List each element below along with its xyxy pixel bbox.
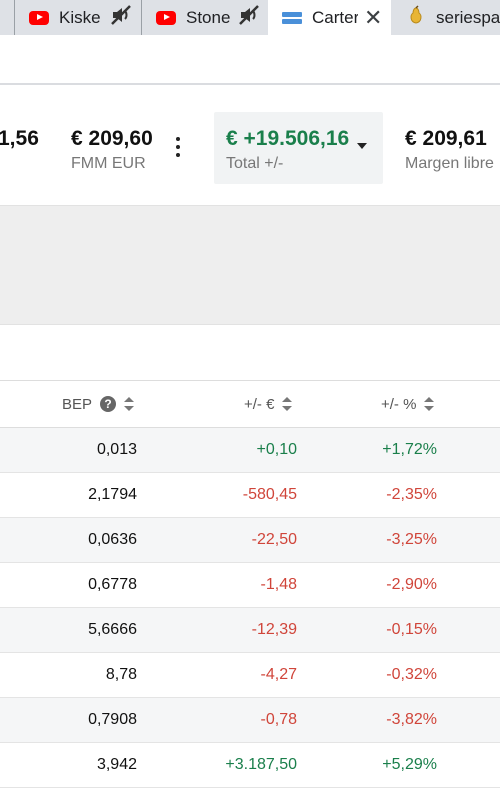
plus-minus-eur-cell: -12,39 [251, 621, 297, 638]
tab-separator [141, 0, 142, 35]
table-row[interactable]: 0,7908 -0,78 -3,82% [0, 698, 500, 743]
plus-minus-eur-cell: -22,50 [251, 531, 297, 548]
help-icon[interactable]: ? [100, 396, 117, 412]
positions-table: BEP ? +/- € +/- % 0,013 +0,10 +1,72% 2,1… [0, 380, 500, 788]
plus-minus-pct-cell: -2,90% [386, 576, 437, 593]
close-icon[interactable]: ✕ [364, 4, 383, 30]
column-header-plus-minus-pct[interactable]: +/- % [381, 381, 435, 427]
column-header-plus-minus-eur[interactable]: +/- € [244, 381, 293, 427]
pear-icon [406, 5, 426, 30]
table-row[interactable]: 0,6778 -1,48 -2,90% [0, 563, 500, 608]
plus-minus-eur-cell: -0,78 [260, 711, 297, 728]
total-metric: € +19.506,16 Total +/- [226, 127, 349, 173]
column-header-label: +/- € [244, 395, 275, 413]
bep-cell: 8,78 [105, 666, 137, 683]
bep-cell: 0,013 [96, 441, 137, 458]
tab-title: Carter [312, 7, 358, 27]
fmm-label: FMM EUR [71, 155, 146, 172]
tab-title: Stone [186, 7, 231, 27]
tab-carter-active[interactable]: Carter ✕ [268, 0, 391, 35]
table-row[interactable]: 8,78 -4,27 -0,32% [0, 653, 500, 698]
column-header-label: BEP [62, 395, 93, 413]
table-row[interactable]: 0,013 +0,10 +1,72% [0, 428, 500, 473]
partial-value: 1,56 [0, 127, 39, 150]
chart-placeholder-area [0, 205, 500, 325]
sort-icon[interactable] [282, 397, 293, 411]
plus-minus-pct-cell: -3,25% [386, 531, 437, 548]
plus-minus-eur-cell: -1,48 [260, 576, 297, 593]
youtube-icon [156, 10, 176, 25]
fmm-metric: € 209,60 FMM EUR [71, 127, 153, 173]
table-header: BEP ? +/- € +/- % [0, 380, 500, 428]
tab-muted-icon[interactable] [238, 5, 260, 30]
plus-minus-pct-cell: -3,82% [386, 711, 437, 728]
tab-title: Kiske [59, 7, 101, 27]
plus-minus-pct-cell: -2,35% [386, 486, 437, 503]
tab-separator [14, 0, 15, 35]
browser-toolbar [0, 35, 500, 85]
margin-metric: € 209,61 Margen libre [405, 127, 494, 173]
margin-value: € 209,61 [405, 127, 487, 150]
partial-metric: 1,56 [0, 127, 39, 151]
tab-seriespapa[interactable]: seriespapa [392, 0, 500, 35]
chevron-down-icon[interactable] [357, 143, 367, 149]
total-value: € +19.506,16 [226, 127, 350, 150]
total-label: Total +/- [226, 155, 284, 172]
blue-bars-icon [282, 11, 302, 24]
column-header-bep[interactable]: BEP ? [62, 381, 135, 427]
plus-minus-eur-cell: +3.187,50 [225, 756, 297, 773]
fmm-value: € 209,60 [71, 127, 153, 150]
sort-icon[interactable] [124, 397, 135, 411]
bep-cell: 5,6666 [88, 621, 137, 638]
plus-minus-eur-cell: +0,10 [256, 441, 297, 458]
bep-cell: 0,6778 [88, 576, 137, 593]
plus-minus-pct-cell: -0,15% [386, 621, 437, 638]
table-row[interactable]: 0,0636 -22,50 -3,25% [0, 518, 500, 563]
plus-minus-pct-cell: +5,29% [382, 756, 437, 773]
portfolio-summary: 1,56 € 209,60 FMM EUR € +19.506,16 Total… [0, 85, 500, 205]
bep-cell: 3,942 [96, 756, 137, 773]
youtube-icon [29, 10, 49, 25]
bep-cell: 0,0636 [88, 531, 137, 548]
sort-icon[interactable] [424, 397, 435, 411]
tab-stone[interactable]: Stone [142, 0, 268, 35]
table-row[interactable]: 3,942 +3.187,50 +5,29% [0, 743, 500, 788]
more-options-icon[interactable] [176, 137, 180, 161]
tab-muted-icon[interactable] [110, 5, 132, 30]
browser-tab-strip: Kiske Stone Carter ✕ [0, 0, 500, 35]
bep-cell: 2,1794 [88, 486, 137, 503]
plus-minus-eur-cell: -4,27 [260, 666, 297, 683]
table-row[interactable]: 5,6666 -12,39 -0,15% [0, 608, 500, 653]
plus-minus-pct-cell: -0,32% [386, 666, 437, 683]
plus-minus-eur-cell: -580,45 [242, 486, 297, 503]
margin-label: Margen libre [405, 155, 494, 172]
total-metric-card[interactable] [214, 112, 383, 184]
tab-kiske[interactable]: Kiske [15, 0, 140, 35]
bep-cell: 0,7908 [88, 711, 137, 728]
tab-title: seriespapa [436, 7, 500, 27]
column-header-label: +/- % [381, 395, 417, 413]
table-row[interactable]: 2,1794 -580,45 -2,35% [0, 473, 500, 518]
plus-minus-pct-cell: +1,72% [382, 441, 437, 458]
